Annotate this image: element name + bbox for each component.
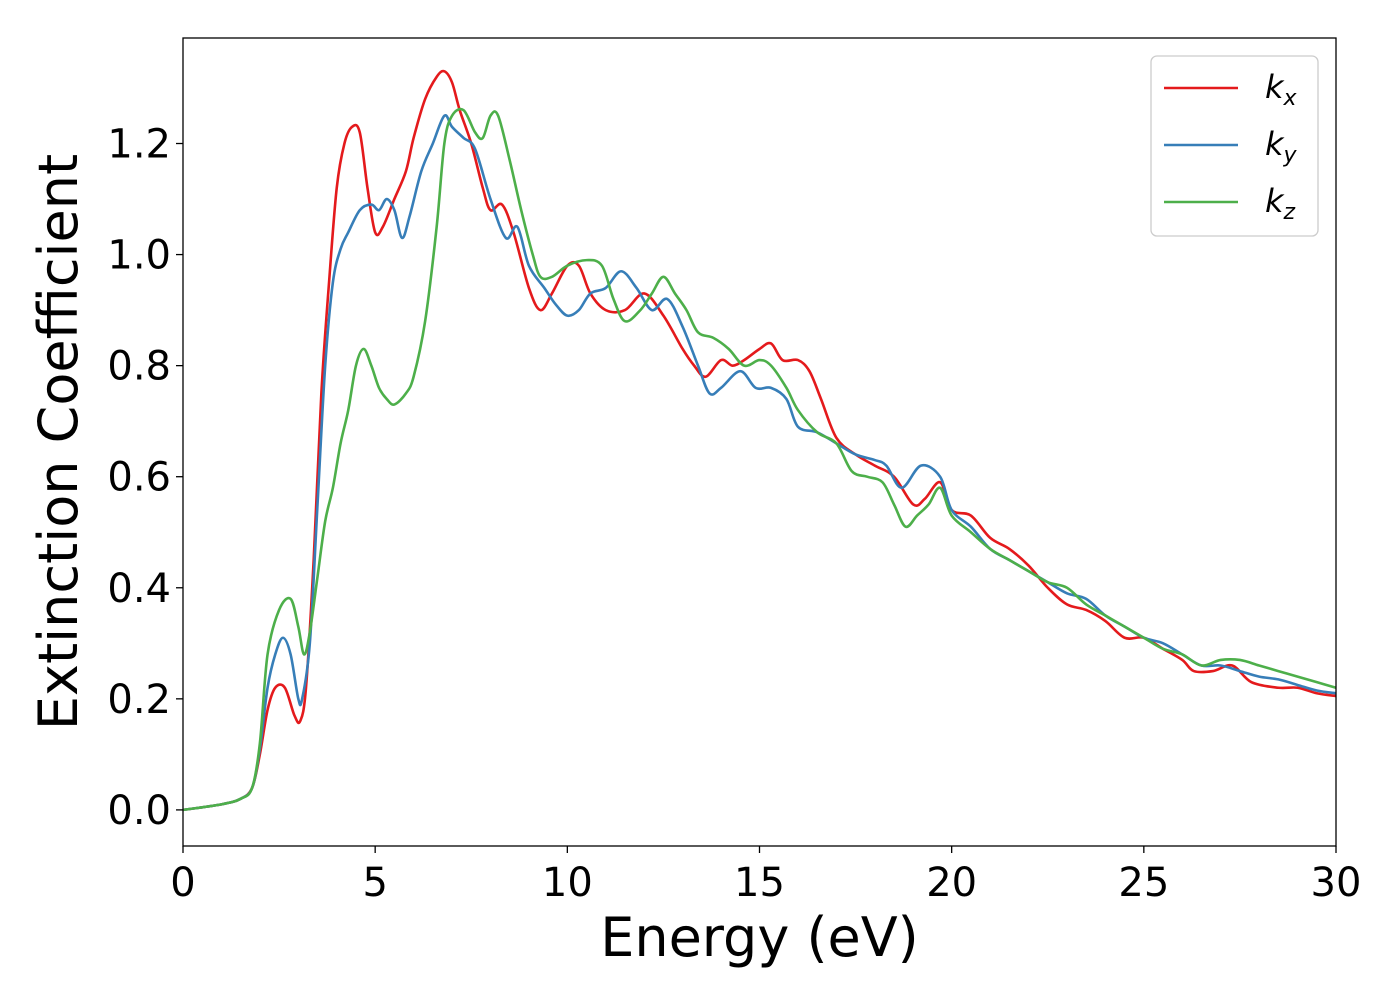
y-axis-title: Extinction Coefficient xyxy=(27,154,90,730)
y-tick-label: 0.4 xyxy=(107,566,171,612)
series-line-k-z xyxy=(182,107,1337,812)
x-axis-ticks: 0 5 10 15 20 25 30 xyxy=(170,846,1361,906)
legend: kx ky kz xyxy=(1150,55,1319,237)
legend-label-x: kx xyxy=(1265,68,1298,111)
y-axis-ticks: 0.0 0.2 0.4 0.6 0.8 1.0 1.2 xyxy=(107,122,183,834)
y-tick-label: 0.2 xyxy=(107,677,171,723)
series-line-k-x xyxy=(182,69,1337,812)
legend-label-z: kz xyxy=(1265,182,1296,225)
y-tick-label: 0.8 xyxy=(107,344,171,390)
legend-label-y: ky xyxy=(1265,125,1298,168)
x-axis-title: Energy (eV) xyxy=(600,906,919,969)
y-tick-label: 0.6 xyxy=(107,455,171,501)
x-tick-label: 10 xyxy=(542,860,593,906)
x-tick-label: 5 xyxy=(362,860,387,906)
series-layer xyxy=(182,69,1337,812)
x-tick-label: 25 xyxy=(1118,860,1169,906)
x-tick-label: 30 xyxy=(1311,860,1362,906)
y-tick-label: 1.2 xyxy=(107,122,171,168)
x-tick-label: 20 xyxy=(926,860,977,906)
x-tick-label: 15 xyxy=(734,860,785,906)
y-tick-label: 0.0 xyxy=(107,788,171,834)
x-tick-label: 0 xyxy=(170,860,195,906)
y-tick-label: 1.0 xyxy=(107,233,171,279)
series-line-k-y xyxy=(182,113,1337,812)
